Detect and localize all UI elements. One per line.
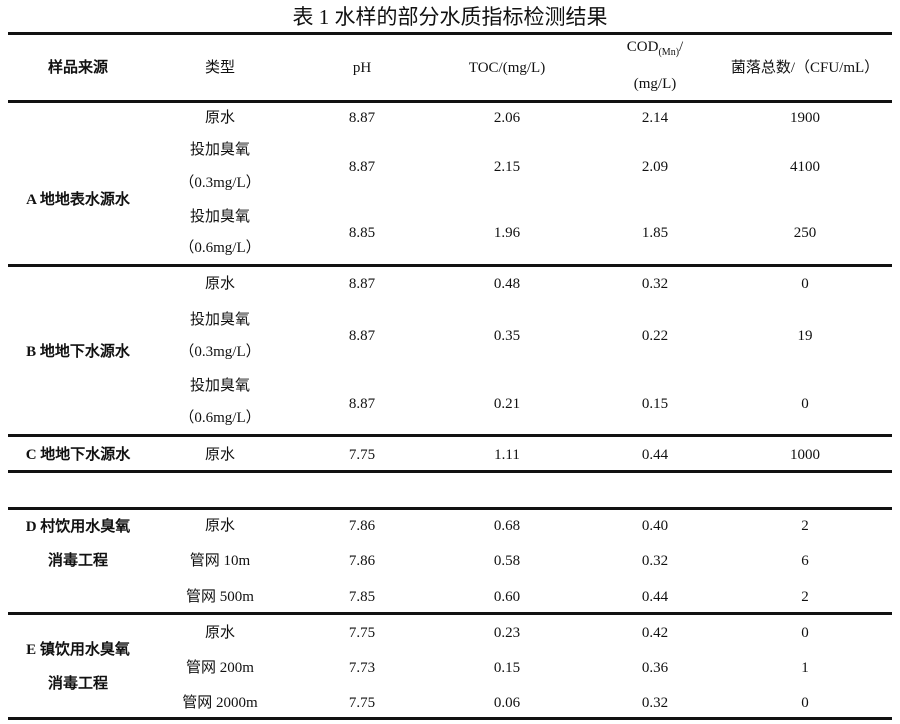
cell-cod: 0.15: [641, 396, 669, 412]
cell-ph: 8.87: [348, 276, 376, 292]
cell-cod: 0.40: [641, 518, 669, 534]
cod-sub: (Mn): [658, 47, 680, 58]
table-rule: [8, 507, 892, 510]
cell-type: 原水: [204, 276, 236, 292]
cell-type: 管网 500m: [186, 589, 254, 605]
cell-ph: 7.86: [348, 553, 376, 569]
cell-type: 原水: [204, 447, 236, 463]
group-label: B 地地下水源水: [26, 344, 130, 360]
table-rule: [8, 470, 892, 473]
cell-ph: 8.87: [348, 328, 376, 344]
cell-ph: 7.73: [348, 660, 376, 676]
cell-type: 投加臭氧: [189, 378, 251, 394]
table-rule: [8, 612, 892, 615]
cell-cod: 1.85: [641, 225, 669, 241]
cell-toc: 2.06: [493, 110, 521, 126]
cell-type: （0.6mg/L）: [179, 410, 261, 426]
group-label: A 地地表水源水: [26, 192, 130, 208]
cell-toc: 0.35: [493, 328, 521, 344]
table-rule: [8, 32, 892, 35]
cell-colonies: 1000: [790, 447, 820, 463]
cell-type: 管网 200m: [186, 660, 254, 676]
cell-toc: 0.60: [493, 589, 521, 605]
cell-type: 投加臭氧: [189, 209, 251, 225]
cell-colonies: 0: [801, 695, 809, 711]
cell-toc: 0.23: [493, 625, 521, 641]
cell-ph: 8.87: [348, 396, 376, 412]
table-rule: [8, 100, 892, 103]
cell-type: 投加臭氧: [189, 142, 251, 158]
cell-ph: 7.75: [348, 625, 376, 641]
cell-ph: 7.75: [348, 695, 376, 711]
cell-ph: 8.85: [348, 225, 376, 241]
cell-toc: 0.06: [493, 695, 521, 711]
cell-ph: 7.75: [348, 447, 376, 463]
cell-toc: 0.15: [493, 660, 521, 676]
cell-toc: 0.58: [493, 553, 521, 569]
header-cod-unit: (mg/L): [633, 76, 677, 92]
table-rule: [8, 717, 892, 720]
cell-colonies: 250: [793, 225, 817, 241]
header-ph: pH: [352, 60, 372, 76]
cell-type: （0.6mg/L）: [179, 240, 261, 256]
cell-colonies: 0: [801, 396, 809, 412]
cell-type: （0.3mg/L）: [179, 344, 261, 360]
cell-type: 管网 10m: [189, 553, 251, 569]
cell-toc: 2.15: [493, 159, 521, 175]
cell-colonies: 1: [801, 660, 809, 676]
cell-cod: 0.22: [641, 328, 669, 344]
table-rule: [8, 264, 892, 267]
cell-toc: 0.21: [493, 396, 521, 412]
cell-toc: 1.96: [493, 225, 521, 241]
cell-colonies: 4100: [790, 159, 820, 175]
cell-type: 原水: [204, 625, 236, 641]
cell-cod: 0.44: [641, 589, 669, 605]
cell-type: 管网 2000m: [182, 695, 258, 711]
cell-cod: 0.36: [641, 660, 669, 676]
cell-colonies: 2: [801, 518, 809, 534]
cell-ph: 8.87: [348, 110, 376, 126]
cell-colonies: 0: [801, 625, 809, 641]
header-source: 样品来源: [47, 60, 109, 76]
cell-colonies: 1900: [790, 110, 820, 126]
header-cod: COD(Mn)/: [627, 38, 683, 62]
cell-cod: 2.09: [641, 159, 669, 175]
cod-main: COD: [626, 39, 659, 55]
cell-toc: 0.68: [493, 518, 521, 534]
cod-slash: /: [679, 39, 684, 55]
cell-ph: 8.87: [348, 159, 376, 175]
cell-ph: 7.86: [348, 518, 376, 534]
cell-type: （0.3mg/L）: [179, 175, 261, 191]
cell-toc: 0.48: [493, 276, 521, 292]
cell-cod: 0.44: [641, 447, 669, 463]
header-colonies: 菌落总数/（CFU/mL）: [730, 60, 880, 76]
cell-type: 投加臭氧: [189, 312, 251, 328]
cell-cod: 0.32: [641, 695, 669, 711]
group-label: D 村饮用水臭氧: [25, 519, 131, 535]
cell-cod: 0.32: [641, 553, 669, 569]
header-toc: TOC/(mg/L): [468, 60, 546, 76]
cell-cod: 2.14: [641, 110, 669, 126]
group-label: E 镇饮用水臭氧: [26, 642, 130, 658]
group-label: C 地地下水源水: [25, 447, 131, 463]
table-rule: [8, 434, 892, 437]
cell-type: 原水: [204, 518, 236, 534]
cell-colonies: 6: [801, 553, 809, 569]
cell-cod: 0.32: [641, 276, 669, 292]
cell-cod: 0.42: [641, 625, 669, 641]
group-label: 消毒工程: [47, 553, 109, 569]
cell-colonies: 2: [801, 589, 809, 605]
group-label: 消毒工程: [47, 676, 109, 692]
cell-ph: 7.85: [348, 589, 376, 605]
cell-toc: 1.11: [494, 447, 520, 463]
cell-colonies: 19: [797, 328, 813, 344]
cell-type: 原水: [204, 110, 236, 126]
header-type: 类型: [204, 60, 236, 76]
table-title: 表 1 水样的部分水质指标检测结果: [292, 5, 608, 29]
cell-colonies: 0: [801, 276, 809, 292]
